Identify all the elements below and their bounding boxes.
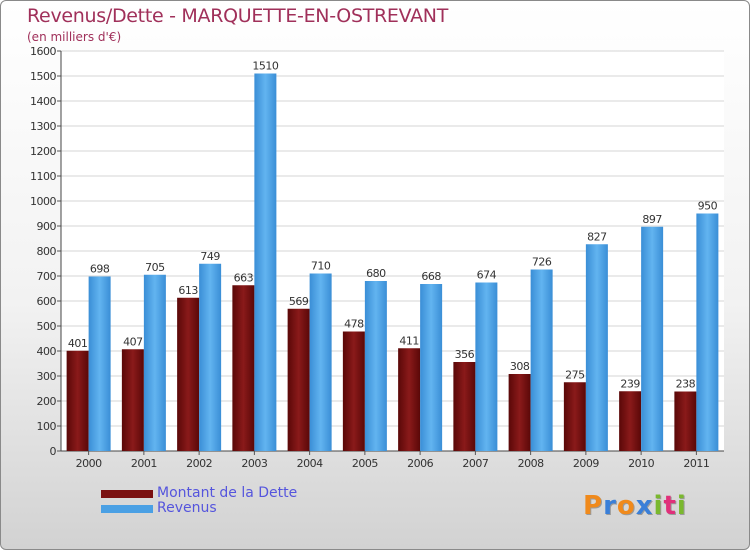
bar-dette xyxy=(121,349,144,451)
bar-dette xyxy=(508,374,531,451)
data-label-dette: 478 xyxy=(344,318,364,331)
data-label-dette: 239 xyxy=(620,377,640,390)
bar-dette xyxy=(453,362,476,451)
y-tick-label: 1600 xyxy=(30,45,56,58)
legend-label-dette: Montant de la Dette xyxy=(157,485,298,501)
bar-revenus xyxy=(696,213,719,451)
data-label-revenus: 710 xyxy=(311,260,331,273)
data-label-revenus: 668 xyxy=(421,270,441,283)
chart-subtitle: (en milliers d'€) xyxy=(27,30,122,44)
bar-dette xyxy=(342,331,365,451)
x-tick-label: 2010 xyxy=(628,457,654,470)
x-tick-label: 2006 xyxy=(407,457,433,470)
data-label-dette: 356 xyxy=(455,348,475,361)
y-tick-label: 1400 xyxy=(30,95,56,108)
data-label-revenus: 726 xyxy=(532,256,552,269)
bar-dette xyxy=(66,350,89,451)
chart-title: Revenus/Dette - MARQUETTE-EN-OSTREVANT xyxy=(27,5,449,27)
logo-letter: t xyxy=(663,491,677,521)
legend-swatch-revenus xyxy=(101,505,153,513)
data-label-dette: 275 xyxy=(565,368,585,381)
x-tick-label: 2007 xyxy=(462,457,488,470)
y-tick-label: 0 xyxy=(50,445,57,458)
y-tick-label: 900 xyxy=(37,220,57,233)
y-tick-label: 1500 xyxy=(30,70,56,83)
data-label-revenus: 674 xyxy=(477,269,497,282)
logo-letter: o xyxy=(616,491,636,521)
bar-revenus xyxy=(199,263,222,451)
bar-revenus xyxy=(585,244,608,451)
y-tick-label: 200 xyxy=(37,395,57,408)
data-label-dette: 411 xyxy=(399,334,419,347)
bar-revenus xyxy=(88,276,111,451)
data-label-dette: 663 xyxy=(234,271,254,284)
y-tick-label: 1000 xyxy=(30,195,56,208)
bar-dette xyxy=(619,391,642,451)
bar-revenus xyxy=(530,269,553,451)
y-tick-label: 1100 xyxy=(30,170,56,183)
bar-revenus xyxy=(641,226,664,451)
x-tick-label: 2004 xyxy=(297,457,323,470)
bar-dette xyxy=(398,348,421,451)
x-tick-label: 2011 xyxy=(683,457,709,470)
x-tick-label: 2009 xyxy=(573,457,599,470)
data-label-revenus: 680 xyxy=(366,267,386,280)
data-label-revenus: 950 xyxy=(698,200,718,213)
bar-revenus xyxy=(254,73,277,451)
data-label-dette: 401 xyxy=(68,337,88,350)
y-tick-label: 300 xyxy=(37,370,57,383)
data-label-revenus: 897 xyxy=(642,213,662,226)
data-label-dette: 613 xyxy=(178,284,198,297)
data-label-revenus: 705 xyxy=(145,261,165,274)
bar-revenus xyxy=(309,273,332,451)
legend-swatch-dette xyxy=(101,490,153,498)
bar-dette xyxy=(232,285,255,451)
x-tick-label: 2003 xyxy=(241,457,267,470)
y-tick-label: 600 xyxy=(37,295,57,308)
logo-letter: i xyxy=(653,491,664,521)
y-tick-label: 400 xyxy=(37,345,57,358)
bar-revenus xyxy=(420,284,443,451)
data-label-revenus: 698 xyxy=(90,263,110,276)
proxiti-logo: Proxiti xyxy=(583,491,687,521)
y-tick-label: 100 xyxy=(37,420,57,433)
data-label-revenus: 827 xyxy=(587,230,607,243)
bar-dette xyxy=(287,308,310,451)
logo-letter: x xyxy=(635,491,654,521)
logo-letter: P xyxy=(583,491,604,521)
logo-letter: i xyxy=(676,491,687,521)
y-tick-label: 1200 xyxy=(30,145,56,158)
bar-revenus xyxy=(143,274,166,451)
y-tick-label: 1300 xyxy=(30,120,56,133)
data-label-revenus: 749 xyxy=(200,250,220,263)
data-label-dette: 308 xyxy=(510,360,530,373)
x-tick-label: 2000 xyxy=(76,457,102,470)
bar-revenus xyxy=(364,281,387,451)
x-tick-label: 2005 xyxy=(352,457,378,470)
x-tick-label: 2001 xyxy=(131,457,157,470)
data-label-dette: 238 xyxy=(676,378,696,391)
y-tick-label: 500 xyxy=(37,320,57,333)
data-label-dette: 407 xyxy=(123,335,143,348)
bar-dette xyxy=(674,391,697,451)
bar-dette xyxy=(177,297,200,451)
legend-label-revenus: Revenus xyxy=(157,500,217,516)
bar-revenus xyxy=(475,282,498,451)
y-tick-label: 800 xyxy=(37,245,57,258)
x-tick-label: 2008 xyxy=(518,457,544,470)
data-label-revenus: 1510 xyxy=(252,60,278,73)
bar-dette xyxy=(563,382,586,451)
y-tick-label: 700 xyxy=(37,270,57,283)
data-label-dette: 569 xyxy=(289,295,309,308)
x-tick-label: 2002 xyxy=(186,457,212,470)
logo-letter: r xyxy=(603,491,617,521)
